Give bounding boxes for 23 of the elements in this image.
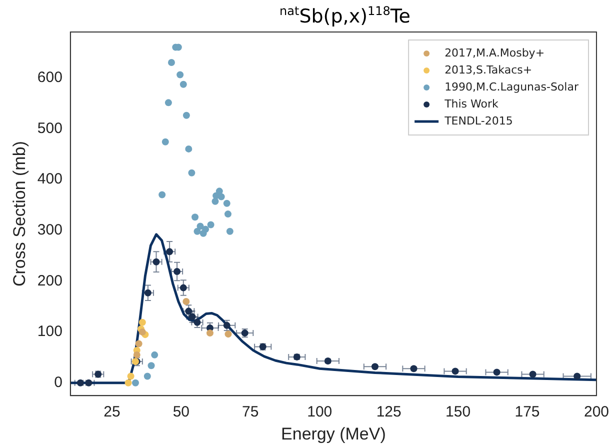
x-tick-label: 75 — [242, 404, 259, 421]
x-tick-label: 125 — [376, 404, 402, 421]
y-tick-label: 600 — [37, 68, 62, 86]
x-tick-label: 200 — [584, 404, 609, 421]
x-tick-label: 175 — [514, 404, 540, 421]
legend-label: This Work — [444, 97, 500, 110]
y-tick-label: 400 — [37, 170, 62, 188]
y-tick-label: 500 — [37, 120, 62, 137]
y-tick-label: 200 — [37, 272, 62, 290]
legend-label: TENDL-2015 — [444, 114, 513, 128]
x-axis-title: Energy (MeV) — [281, 424, 386, 444]
y-tick-label: 100 — [37, 323, 62, 340]
y-axis-title: Cross Section (mb) — [10, 141, 29, 287]
x-tick-label: 25 — [104, 404, 120, 421]
x-tick-label: 150 — [446, 404, 471, 421]
y-tick-label: 300 — [37, 221, 62, 238]
chart-title: $^{nat}$Sb(p,x)$^{118}$Te — [278, 4, 412, 28]
x-tick-label: 100 — [307, 404, 332, 421]
y-tick-label: 0 — [54, 374, 62, 392]
legend-label: 1990,M.C.Lagunas-Solar — [444, 80, 579, 94]
x-tick-label: 50 — [172, 404, 190, 421]
legend-label: 2013,S.Takacs+ — [444, 63, 532, 76]
legend-label: 2017,M.A.Mosby+ — [444, 46, 545, 60]
